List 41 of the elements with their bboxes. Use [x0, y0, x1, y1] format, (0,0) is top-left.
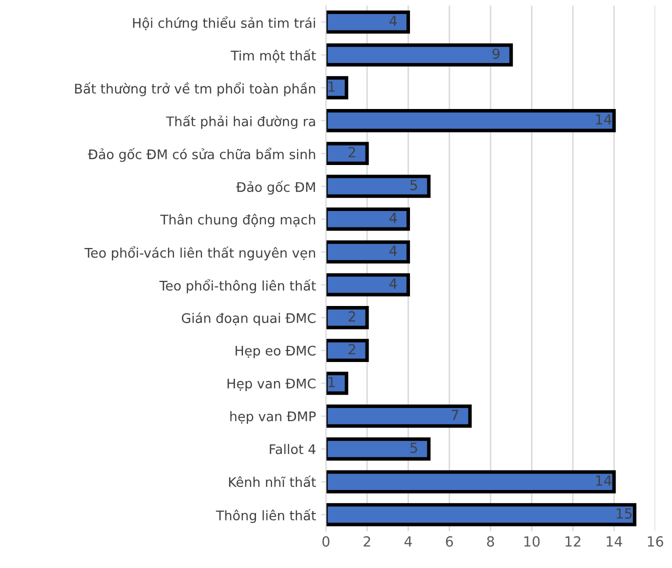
x-tick-label: 12: [566, 536, 580, 546]
data-label: 5: [410, 442, 417, 454]
y-tick-label: Thân chung động mạch: [160, 214, 316, 228]
y-tick-label: Fallot 4: [270, 444, 316, 454]
data-label: 4: [389, 16, 397, 26]
y-tick-label: Bất thường trở về tm phổi toàn phần: [75, 82, 316, 96]
x-tick-label: 6: [446, 536, 453, 547]
data-label: 4: [389, 212, 397, 223]
y-tick-label: Đảo gốc ĐM có sửa chữa bẩm sinh: [88, 148, 316, 162]
y-tick-label: Teo phổi-vách liên thất nguyên vẹn: [84, 246, 316, 260]
x-tick-label: 8: [487, 536, 494, 547]
data-label: 1: [328, 377, 335, 388]
x-tick-label: 16: [648, 536, 664, 547]
y-tick-label: Tim một thất: [230, 49, 316, 63]
data-label: 1: [328, 81, 335, 92]
data-label: 5: [410, 180, 417, 190]
y-tick-label: Kênh nhĩ thất: [229, 476, 316, 488]
data-label: 7: [452, 410, 458, 420]
y-tick-label: Thông liên thất: [216, 509, 316, 523]
x-tick-label: 2: [364, 536, 370, 546]
y-tick-label: Gián đoạn quai ĐMC: [182, 312, 316, 326]
data-label: 15: [616, 508, 632, 519]
x-tick-label: 4: [404, 536, 412, 546]
y-tick-label: Hội chứng thiểu sản tim trái: [133, 16, 315, 31]
x-tick-label: 14: [606, 536, 622, 546]
data-label: 2: [348, 311, 356, 322]
data-label: 4: [389, 246, 397, 256]
y-tick-label: Hẹp van ĐMC: [228, 378, 316, 392]
x-tick-label: 0: [322, 536, 330, 547]
y-tick-label: Thất phải hai đường ra: [166, 115, 316, 129]
data-label: 2: [348, 344, 356, 354]
y-tick-label: hẹp van ĐMP: [230, 411, 316, 424]
data-label: 14: [596, 114, 612, 124]
data-label: 2: [348, 146, 356, 158]
y-tick-label: Hẹp eo ĐMC: [236, 346, 316, 358]
data-label: 9: [492, 48, 500, 59]
x-tick-label: 10: [524, 536, 540, 547]
y-tick-label: Teo phổi-thông liên thất: [159, 279, 316, 294]
y-tick-label: Đảo gốc ĐM: [236, 180, 315, 195]
data-label: 14: [596, 476, 612, 486]
data-label: 4: [389, 278, 397, 289]
